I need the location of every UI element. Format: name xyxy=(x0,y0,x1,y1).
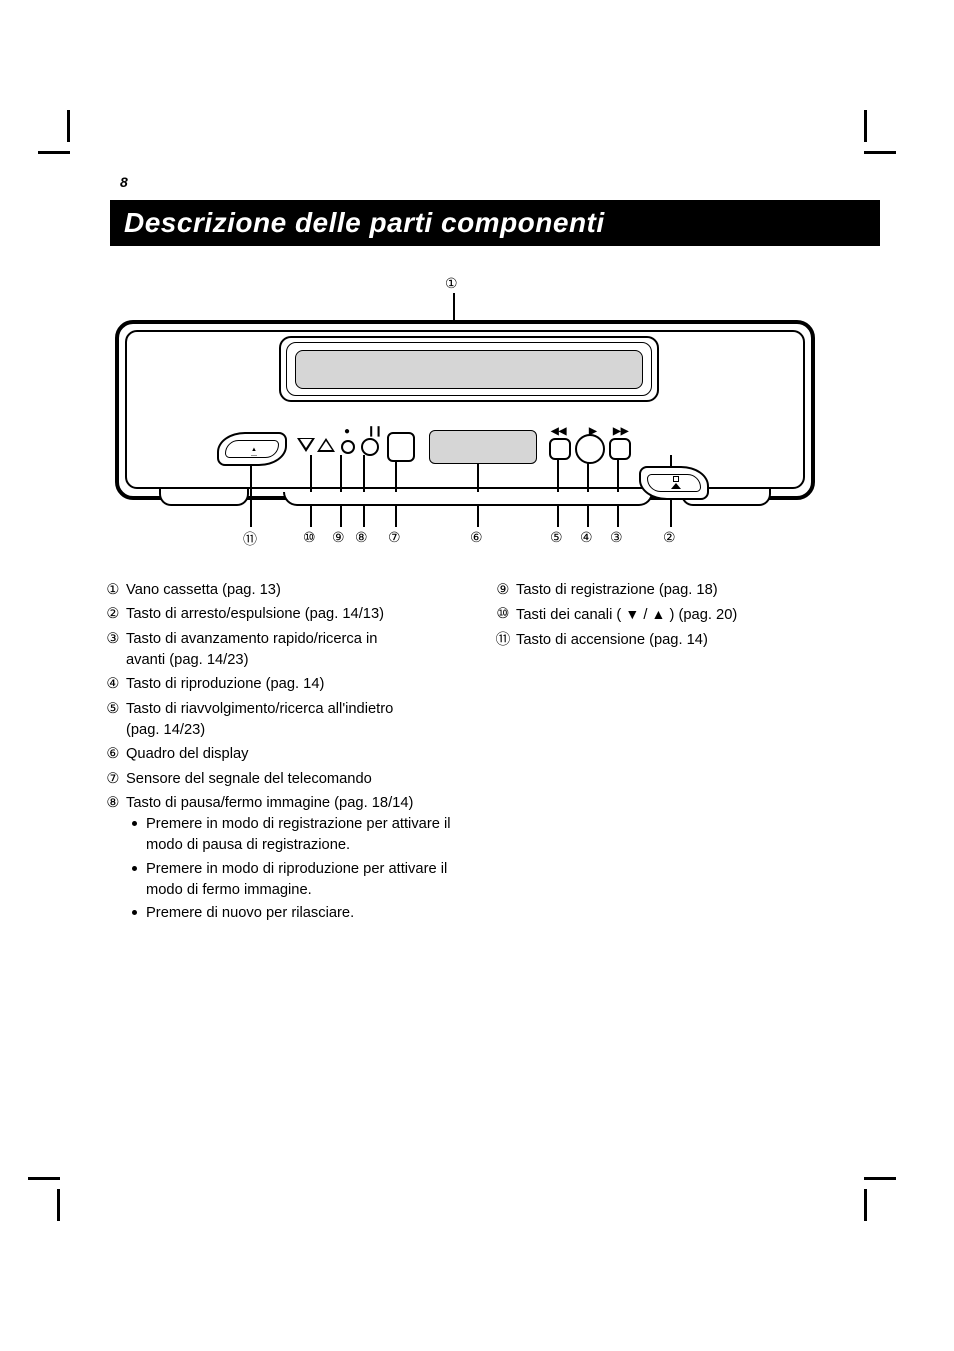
ir-sensor xyxy=(387,432,415,462)
legend-bullet: Premere di nuovo per rilasciare. xyxy=(126,903,480,924)
legend-text: Vano cassetta (pag. 13) xyxy=(126,580,480,601)
callout-label: ⑥ xyxy=(470,529,483,546)
vcr-figure: ① ▲— ● xyxy=(115,275,815,545)
rew-glyph: ◀◀ xyxy=(551,427,566,437)
vcr-body: ▲— ● ❙❙ ◀◀ ▶ ▶▶ xyxy=(115,320,815,500)
callout-label: ④ xyxy=(580,529,593,546)
page-title: Descrizione delle parti componenti xyxy=(110,207,605,239)
vcr-foot xyxy=(159,488,249,506)
legend-num: ⑨ xyxy=(490,580,516,601)
rec-button xyxy=(341,440,355,454)
page: 8 Descrizione delle parti componenti ① ▲… xyxy=(0,0,954,1351)
cassette-slot-lip xyxy=(283,492,653,506)
legend-num: ⑪ xyxy=(490,630,516,651)
crop-mark xyxy=(864,110,904,150)
legend-num: ② xyxy=(100,604,126,625)
callout-label: ⑩ xyxy=(303,529,316,546)
page-number: 8 xyxy=(120,174,128,190)
legend-col-right: ⑨Tasto di registrazione (pag. 18) ⑩ Tast… xyxy=(490,580,880,930)
legend-num: ⑤ xyxy=(100,699,126,742)
legend-text: Tasto di arresto/espulsione (pag. 14/13) xyxy=(126,604,480,625)
legend-num: ⑧ xyxy=(100,793,126,927)
ff-glyph: ▶▶ xyxy=(613,427,628,437)
display-panel xyxy=(429,430,537,464)
callout-label: ⑧ xyxy=(355,529,368,546)
legend-text: Sensore del segnale del telecomando xyxy=(126,769,480,790)
legend-text: Tasto di riproduzione (pag. 14) xyxy=(126,674,480,695)
eject-button: ▲— xyxy=(217,432,287,466)
legend-text: Tasto di pausa/fermo immagine (pag. 18/1… xyxy=(126,793,480,927)
legend-text: Tasto di avanzamento rapido/ricerca inav… xyxy=(126,629,480,672)
callout-label: ⑪ xyxy=(243,529,257,549)
legend: ①Vano cassetta (pag. 13) ②Tasto di arres… xyxy=(100,580,880,930)
legend-num: ① xyxy=(100,580,126,601)
legend-num: ④ xyxy=(100,674,126,695)
cassette-slot xyxy=(279,336,659,402)
crop-mark xyxy=(30,110,70,150)
callout-label: ① xyxy=(445,275,458,292)
legend-num: ⑩ xyxy=(490,604,516,626)
legend-text: Tasto di registrazione (pag. 18) xyxy=(516,580,870,601)
callout-label: ② xyxy=(663,529,676,546)
legend-num: ⑦ xyxy=(100,769,126,790)
legend-bullet: Premere in modo di registrazione per att… xyxy=(126,814,480,857)
legend-text: Quadro del display xyxy=(126,744,480,765)
legend-text: Tasto di riavvolgimento/ricerca all'indi… xyxy=(126,699,480,742)
rew-button xyxy=(549,438,571,460)
rec-glyph: ● xyxy=(344,427,350,437)
legend-num: ⑥ xyxy=(100,744,126,765)
legend-bullet: Premere in modo di riproduzione per atti… xyxy=(126,859,480,902)
crop-mark xyxy=(20,1181,60,1221)
ff-button xyxy=(609,438,631,460)
control-row: ▲— ● ❙❙ ◀◀ ▶ ▶▶ xyxy=(119,428,811,476)
legend-col-left: ①Vano cassetta (pag. 13) ②Tasto di arres… xyxy=(100,580,490,930)
callout-label: ⑨ xyxy=(332,529,345,546)
channel-buttons xyxy=(297,432,341,462)
callout-label: ③ xyxy=(610,529,623,546)
pause-button xyxy=(361,438,379,456)
pause-glyph: ❙❙ xyxy=(367,427,382,437)
callout-label: ⑤ xyxy=(550,529,563,546)
legend-num: ③ xyxy=(100,629,126,672)
legend-text: Tasto di accensione (pag. 14) xyxy=(516,630,870,651)
title-bar: Descrizione delle parti componenti xyxy=(110,200,880,246)
callout-label: ⑦ xyxy=(388,529,401,546)
stop-button xyxy=(639,466,709,500)
crop-mark xyxy=(864,1181,904,1221)
play-button xyxy=(575,434,605,464)
legend-text: Tasti dei canali ( ▼ / ▲ ) (pag. 20) xyxy=(516,604,870,626)
